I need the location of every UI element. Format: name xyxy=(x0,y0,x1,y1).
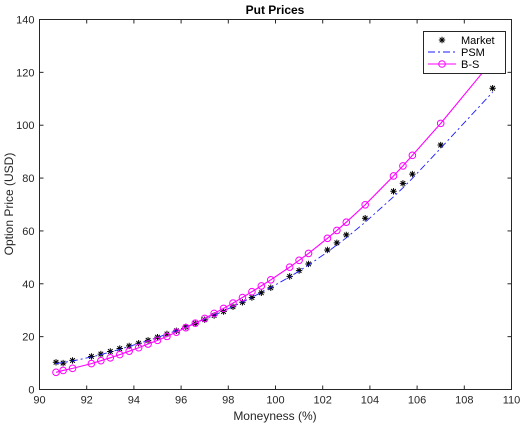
market-point xyxy=(305,260,312,268)
x-tick-label: 92 xyxy=(81,395,93,407)
bs-point xyxy=(408,151,417,160)
bs-point xyxy=(182,323,190,332)
y-tick-label: 100 xyxy=(16,120,34,132)
bs-point xyxy=(238,293,247,302)
chart-title: Put Prices xyxy=(246,3,305,17)
x-tick-label: 108 xyxy=(455,395,473,407)
market-point xyxy=(258,289,265,296)
market-point xyxy=(333,239,341,247)
y-tick-label: 120 xyxy=(16,67,34,79)
legend-item-market: Market xyxy=(438,35,495,47)
market-point xyxy=(88,353,95,360)
x-tick-label: 100 xyxy=(266,395,284,407)
bs-point xyxy=(125,347,133,355)
market-point xyxy=(390,188,397,195)
bs-point xyxy=(285,263,294,271)
bs-point xyxy=(115,350,124,359)
bs-point xyxy=(134,343,143,352)
bs-point xyxy=(172,328,181,336)
bs-point xyxy=(52,368,60,377)
series-psm xyxy=(55,91,493,365)
bs-point xyxy=(200,314,209,323)
bs-point xyxy=(219,304,228,313)
bs-point xyxy=(266,276,275,284)
bs-point xyxy=(59,366,67,375)
x-axis-label: Moneyness (%) xyxy=(233,409,316,423)
bs-point xyxy=(97,356,105,365)
bs-point xyxy=(68,364,77,373)
market-point xyxy=(201,316,208,323)
bs-point xyxy=(144,340,152,348)
market-point xyxy=(489,85,496,92)
x-tick-label: 110 xyxy=(503,395,521,407)
y-tick-label: 60 xyxy=(22,226,34,238)
market-point xyxy=(248,294,256,301)
x-tick-label: 90 xyxy=(33,395,45,407)
x-tick-label: 102 xyxy=(314,395,332,407)
x-tick-label: 98 xyxy=(222,395,234,407)
market-point xyxy=(107,348,114,355)
legend-item-psm: PSM xyxy=(428,47,485,59)
legend-label: Market xyxy=(461,35,495,47)
bs-point xyxy=(389,172,398,180)
axes-layer: 90 92 94 96 98 100 102 104 106 108 110 0 20 40 60 80 100… xyxy=(16,15,520,407)
x-tick-label: 96 xyxy=(175,395,187,407)
plot-area xyxy=(39,19,512,390)
legend-label: B-S xyxy=(461,59,479,71)
market-point xyxy=(437,141,444,149)
y-tick-label: 0 xyxy=(28,385,34,397)
bs-point xyxy=(361,200,369,209)
legend-box xyxy=(423,31,506,74)
y-tick-label: 80 xyxy=(22,173,34,185)
bs-point xyxy=(106,353,115,362)
x-tick-label: 104 xyxy=(361,395,379,407)
bs-point xyxy=(436,119,445,128)
bs-point xyxy=(153,336,162,345)
y-tick-label: 40 xyxy=(22,279,34,291)
bs-point xyxy=(210,309,218,318)
market-point xyxy=(97,350,105,358)
bs-point xyxy=(87,359,96,368)
bs-point xyxy=(229,299,237,307)
bs-point xyxy=(191,319,200,327)
y-axis-label: Option Price (USD) xyxy=(2,153,16,256)
y-tick-label: 20 xyxy=(22,332,34,344)
x-tick-label: 106 xyxy=(408,395,426,407)
y-tick-label: 140 xyxy=(16,15,34,27)
series-layer xyxy=(52,56,497,377)
legend-marker xyxy=(438,60,446,68)
legend-label: PSM xyxy=(461,47,485,59)
bs-point xyxy=(248,287,256,296)
bs-point xyxy=(295,256,303,265)
market-point xyxy=(343,231,350,239)
market-point xyxy=(399,180,407,187)
x-tick-label: 94 xyxy=(128,395,140,407)
bs-point xyxy=(163,332,171,341)
bs-point xyxy=(399,162,407,170)
psm-line xyxy=(55,91,493,365)
market-point xyxy=(69,357,76,364)
market-point xyxy=(116,345,123,352)
bs-point xyxy=(257,282,266,290)
legend-marker xyxy=(438,36,446,44)
bs-point xyxy=(323,234,332,243)
legend-item-b-s: B-S xyxy=(428,59,479,71)
market-point xyxy=(59,359,67,367)
market-point xyxy=(52,359,60,366)
market-point xyxy=(125,342,133,350)
market-point xyxy=(409,170,416,178)
bs-point xyxy=(333,226,341,235)
market-point xyxy=(361,215,369,222)
market-point xyxy=(324,246,331,254)
bs-point xyxy=(304,249,313,258)
bs-point xyxy=(342,218,351,227)
